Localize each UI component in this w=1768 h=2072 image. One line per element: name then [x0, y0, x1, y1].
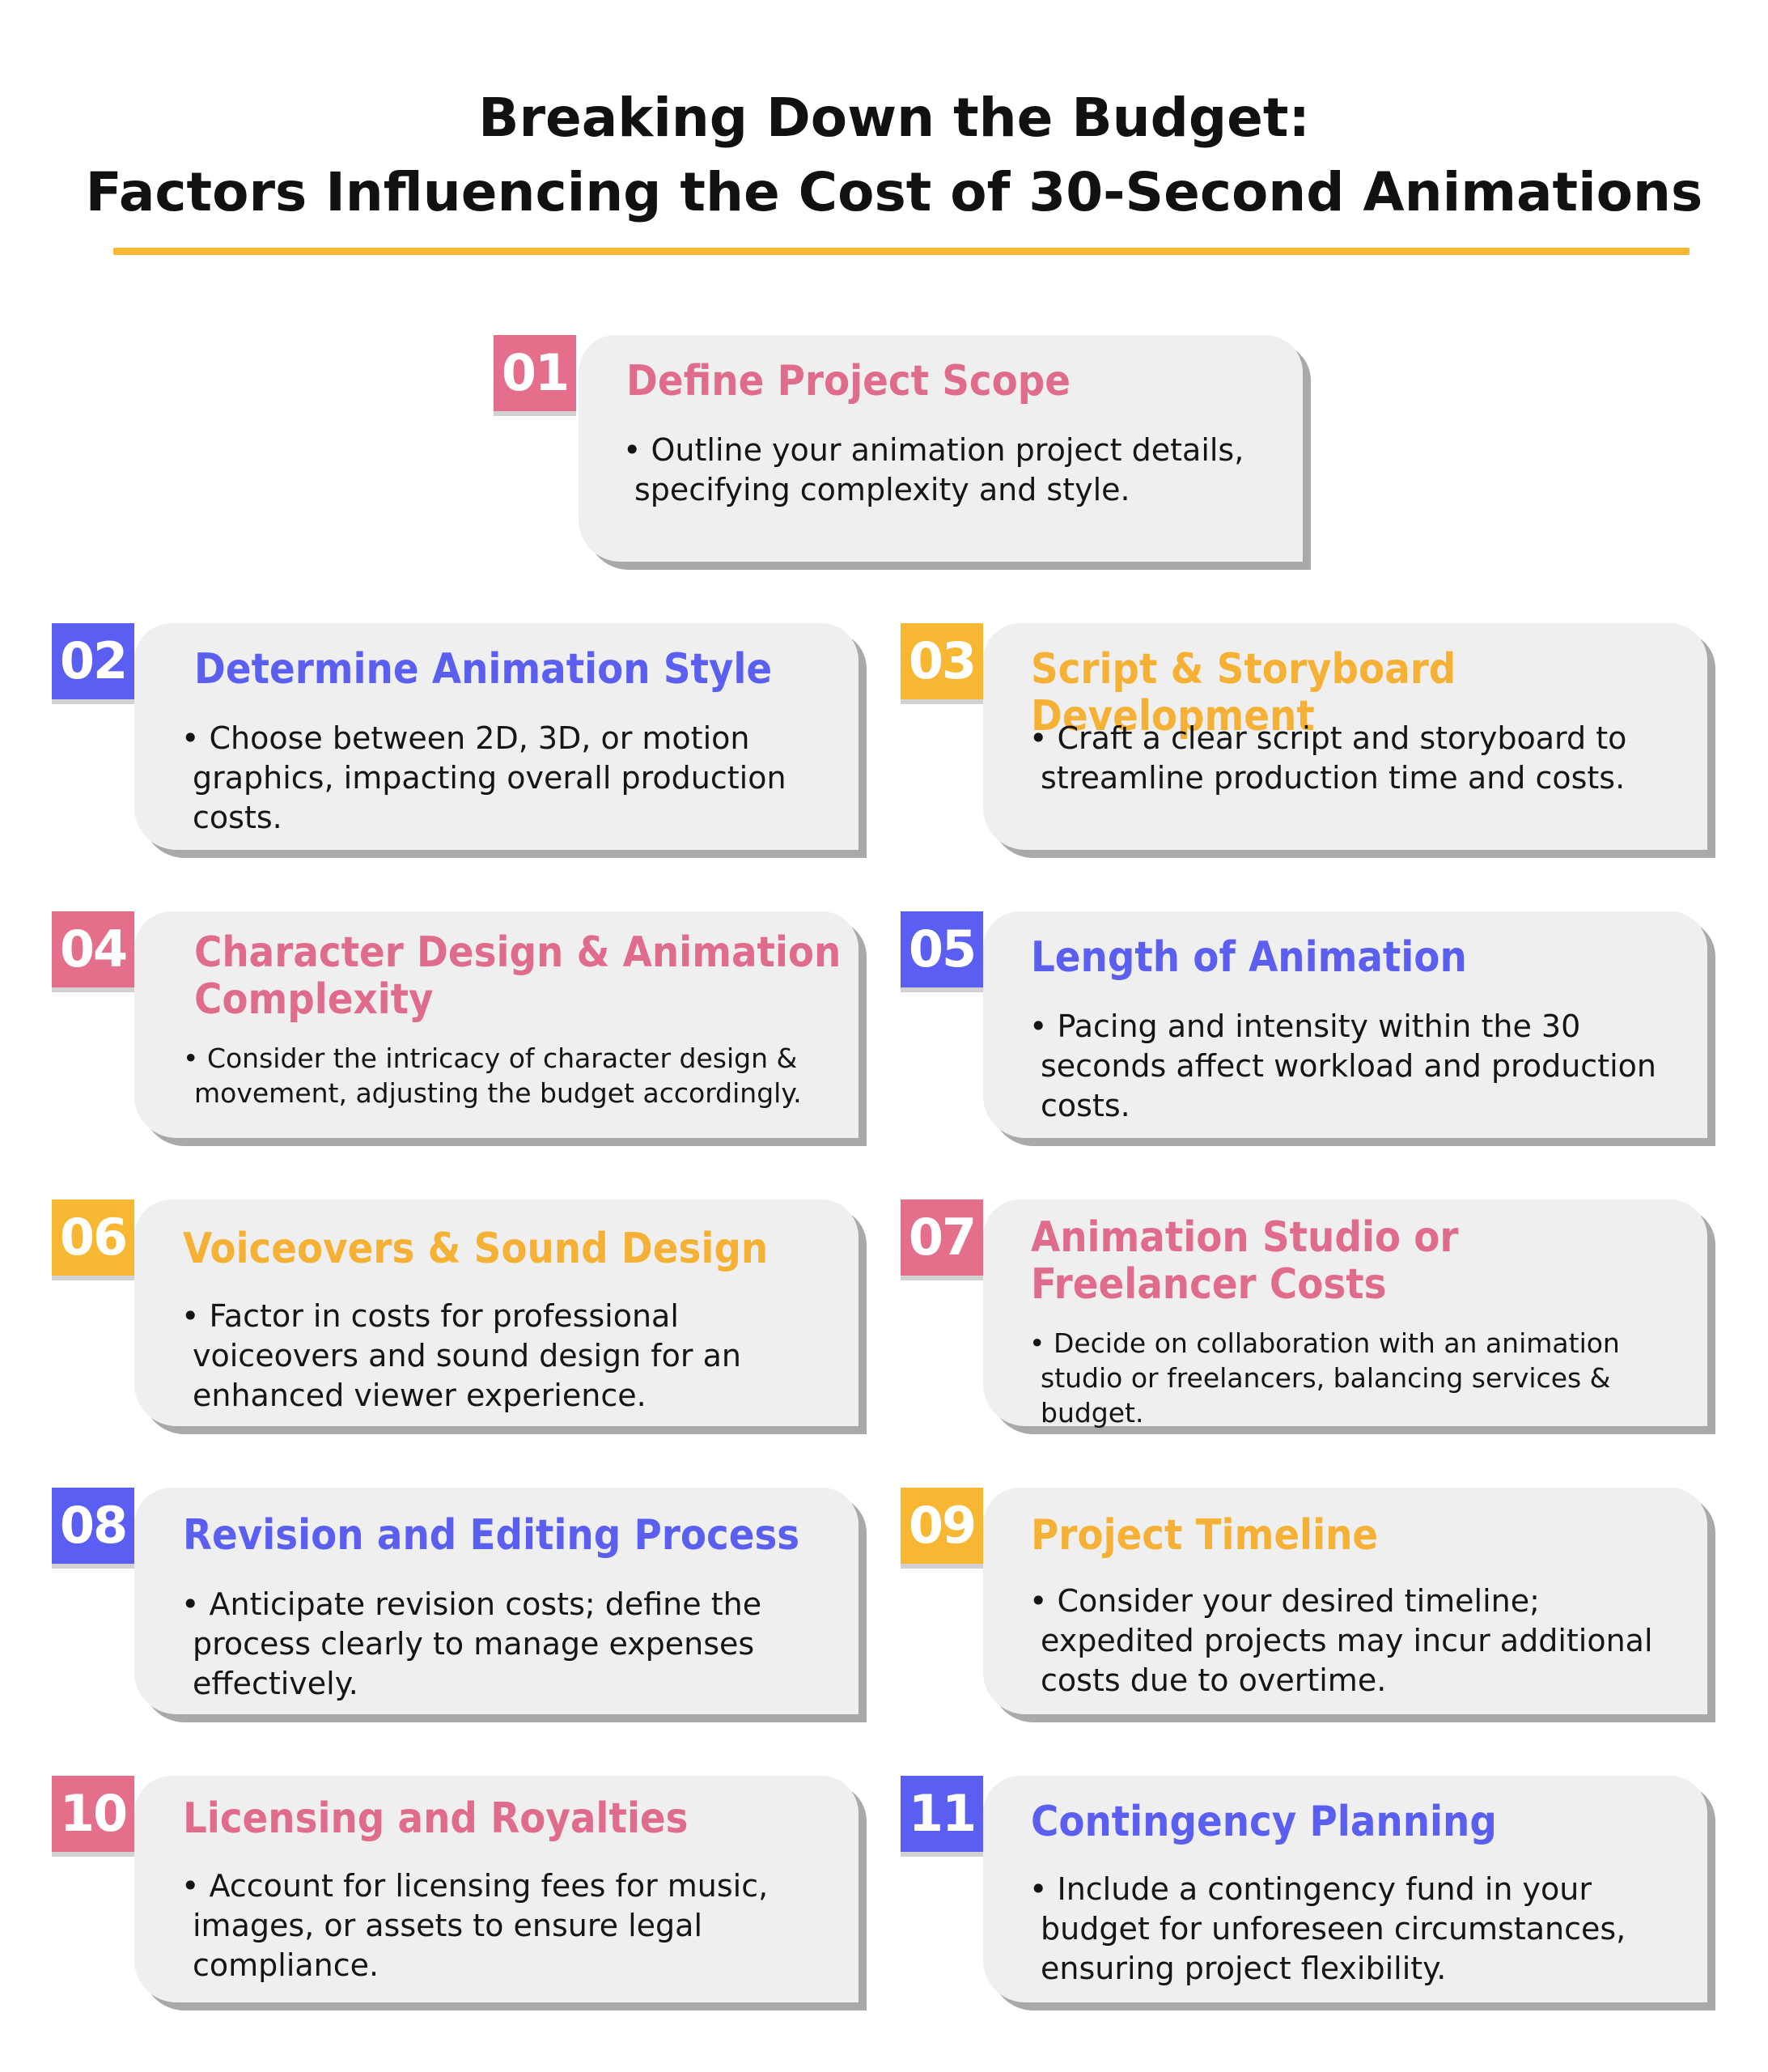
factor-title: Define Project Scope: [626, 357, 1071, 405]
factor-card-define-project-scope: [579, 335, 1303, 562]
factor-card-character-design-complexity: [134, 911, 859, 1138]
factor-number-badge: 04: [52, 911, 134, 987]
factor-number-badge: 07: [901, 1199, 983, 1276]
factor-description: • Pacing and intensity within the 30 sec…: [1029, 1008, 1656, 1123]
factor-title: Revision and Editing Process: [183, 1511, 800, 1560]
factor-card-script-storyboard-development: [983, 623, 1707, 850]
factor-number-badge: 03: [901, 623, 983, 699]
factor-card-contingency-planning: [983, 1776, 1707, 2002]
factor-number-badge: 06: [52, 1199, 134, 1276]
title-line-1: Breaking Down the Budget:: [478, 87, 1310, 149]
factor-description: • Outline your animation project details…: [623, 432, 1244, 507]
factor-number-badge: 11: [901, 1776, 983, 1852]
factor-card-project-timeline: [983, 1488, 1707, 1714]
factor-number-badge: 10: [52, 1776, 134, 1852]
factor-description: • Include a contingency fund in your bud…: [1029, 1871, 1626, 1986]
factor-title: Contingency Planning: [1031, 1798, 1497, 1846]
factor-description: • Anticipate revision costs; define the …: [181, 1586, 762, 1701]
factor-title: Voiceovers & Sound Design: [183, 1225, 769, 1273]
factor-title: Determine Animation Style: [194, 645, 773, 694]
factor-card-licensing-royalties: [134, 1776, 859, 2002]
factor-number-badge: 09: [901, 1488, 983, 1564]
title-line-2: Factors Influencing the Cost of 30-Secon…: [85, 161, 1703, 223]
factor-description: • Account for licensing fees for music, …: [181, 1868, 769, 1983]
factor-description: • Choose between 2D, 3D, or motion graph…: [181, 720, 786, 835]
page-title: Breaking Down the Budget: Factors Influe…: [0, 81, 1768, 230]
factor-title: Length of Animation: [1031, 933, 1467, 982]
factor-description: • Factor in costs for professional voice…: [181, 1298, 742, 1413]
factor-number-badge: 01: [494, 335, 576, 411]
factor-card-determine-animation-style: [134, 623, 859, 850]
factor-title: Licensing and Royalties: [183, 1794, 689, 1843]
factor-description: • Consider the intricacy of character de…: [183, 1042, 802, 1109]
factor-description: • Consider your desired timeline; expedi…: [1029, 1583, 1653, 1698]
factor-title: Animation Studio or Freelancer Costs: [1031, 1213, 1459, 1309]
factor-card-voiceovers-sound-design: [134, 1199, 859, 1426]
factor-number-badge: 02: [52, 623, 134, 699]
factor-description: • Craft a clear script and storyboard to…: [1029, 720, 1627, 796]
factor-number-badge: 08: [52, 1488, 134, 1564]
title-underline: [113, 248, 1690, 255]
factor-title: Character Design & Animation Complexity: [194, 928, 842, 1024]
factor-card-revision-editing-process: [134, 1488, 859, 1714]
factor-title: Script & Storyboard Development: [1031, 645, 1456, 741]
factor-description: • Decide on collaboration with an animat…: [1029, 1327, 1620, 1429]
factor-card-studio-or-freelancer-costs: [983, 1199, 1707, 1426]
factor-title: Project Timeline: [1031, 1511, 1379, 1560]
factor-card-length-of-animation: [983, 911, 1707, 1138]
factor-number-badge: 05: [901, 911, 983, 987]
